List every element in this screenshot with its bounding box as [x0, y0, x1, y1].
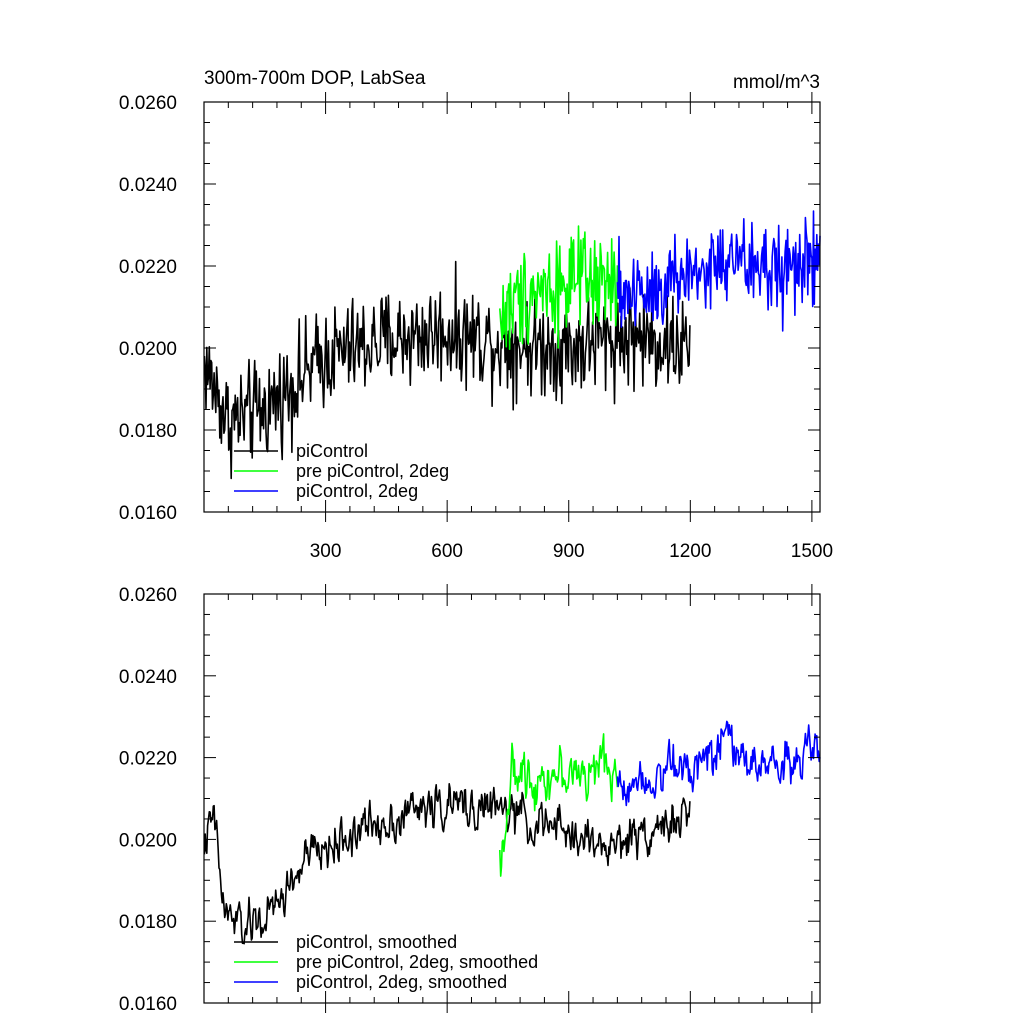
y-tick-label: 0.0260: [119, 93, 177, 114]
legend-label: pre piControl, 2deg, smoothed: [296, 952, 538, 972]
y-tick-label: 0.0200: [119, 339, 177, 360]
x-tick-label: 900: [553, 541, 585, 562]
y-tick-label: 0.0200: [119, 830, 177, 851]
chart-panel-bottom: 0.0160 0.0180 0.0200 0.0220 0.0240 0.0260 piCo…: [119, 584, 821, 1015]
y-tick-label: 0.0240: [119, 667, 177, 688]
units-label: mmol/m^3: [733, 72, 820, 93]
chart-title: 300m-700m DOP, LabSea: [204, 68, 426, 89]
y-tick-label: 0.0260: [119, 585, 177, 606]
series-line-picontrol: [203, 260, 691, 480]
legend-label: piControl, 2deg, smoothed: [296, 972, 507, 992]
y-tick-label: 0.0160: [119, 503, 177, 524]
x-tick-label: 1500: [791, 541, 833, 562]
chart-panel-top: 300m-700m DOP, LabSea mmol/m^3 0.0160 0.0…: [119, 68, 833, 562]
legend-label: piControl, smoothed: [296, 932, 457, 952]
series-line-pre-picontrol-2deg: [499, 225, 619, 350]
x-tick-label: 300: [310, 541, 342, 562]
y-tick-label: 0.0220: [119, 257, 177, 278]
legend-label: pre piControl, 2deg: [296, 461, 449, 481]
series-line-picontrol-2deg-smoothed: [616, 720, 821, 807]
legend-label: piControl: [296, 441, 368, 461]
legend-label: piControl, 2deg: [296, 481, 418, 501]
x-tick-label: 1200: [669, 541, 711, 562]
y-tick-label: 0.0220: [119, 749, 177, 770]
y-tick-label: 0.0160: [119, 994, 177, 1015]
y-tick-label: 0.0180: [119, 912, 177, 933]
series-line-pre-picontrol-2deg-smoothed: [499, 733, 619, 877]
y-tick-label: 0.0180: [119, 421, 177, 442]
y-tick-label: 0.0240: [119, 175, 177, 196]
x-tick-label: 600: [431, 541, 463, 562]
series-line-picontrol-smoothed: [203, 783, 691, 945]
series-line-picontrol-2deg: [616, 210, 821, 332]
